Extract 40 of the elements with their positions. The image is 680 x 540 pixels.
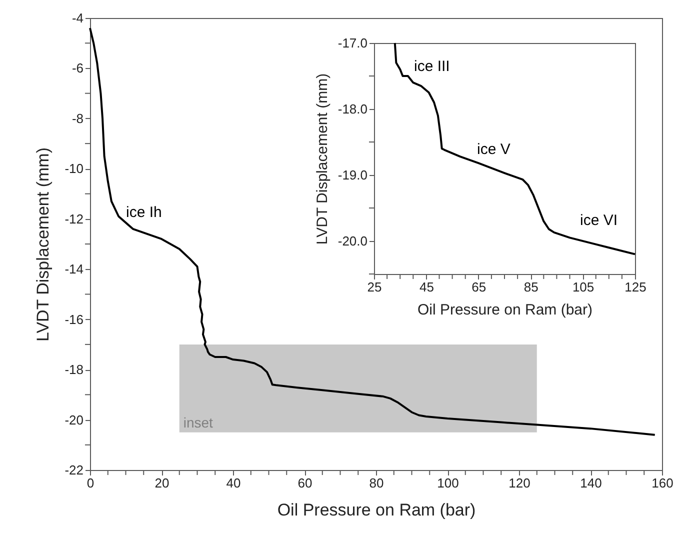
x-tick-label: 40 <box>226 476 241 490</box>
x-tick-label: 0 <box>86 476 94 490</box>
x-tick-label: 125 <box>624 280 646 294</box>
x-tick-label: 80 <box>369 476 384 490</box>
x-tick-label: 45 <box>419 280 434 294</box>
annotation: ice VI <box>580 212 618 229</box>
y-tick-label: -8 <box>72 110 84 126</box>
band-label: inset <box>183 414 214 430</box>
x-tick-label: 20 <box>154 476 170 490</box>
x-tick-label: 85 <box>524 280 538 294</box>
y-tick-label: -19.0 <box>338 168 368 182</box>
annotation: ice V <box>477 141 510 158</box>
y-tick-label: -4 <box>72 10 84 26</box>
x-tick-label: 140 <box>580 476 602 490</box>
y-tick-label: -12 <box>64 211 84 226</box>
y-tick-label: -6 <box>72 60 84 76</box>
y-tick-label: -14 <box>64 262 84 277</box>
y-tick-label: -10 <box>64 161 84 176</box>
y-axis-title: LVDT Displacement (mm) <box>34 148 53 342</box>
x-tick-label: 60 <box>298 476 312 490</box>
line-series <box>394 42 636 256</box>
annotation: ice III <box>414 58 450 75</box>
x-tick-label: 25 <box>367 280 382 294</box>
y-tick-label: -20 <box>64 412 84 428</box>
x-tick-label: 100 <box>437 476 459 490</box>
x-axis-title: Oil Pressure on Ram (bar) <box>277 500 476 520</box>
y-tick-label: -20.0 <box>338 234 368 248</box>
y-tick-label: -18.0 <box>338 102 368 116</box>
x-tick-label: 65 <box>472 280 486 294</box>
y-tick-label: -17.0 <box>338 36 368 50</box>
x-tick-label: 160 <box>652 476 674 490</box>
y-tick-label: -22 <box>64 462 84 478</box>
x-tick-label: 120 <box>508 476 530 490</box>
y-axis-title: LVDT Displacement (mm) <box>314 73 331 245</box>
x-axis-title: Oil Pressure on Ram (bar) <box>417 302 593 318</box>
annotation: ice Ih <box>126 204 162 221</box>
x-tick-label: 105 <box>572 280 594 294</box>
line-series <box>89 27 656 436</box>
y-tick-label: -16 <box>64 312 84 327</box>
y-tick-label: -18 <box>64 362 84 378</box>
